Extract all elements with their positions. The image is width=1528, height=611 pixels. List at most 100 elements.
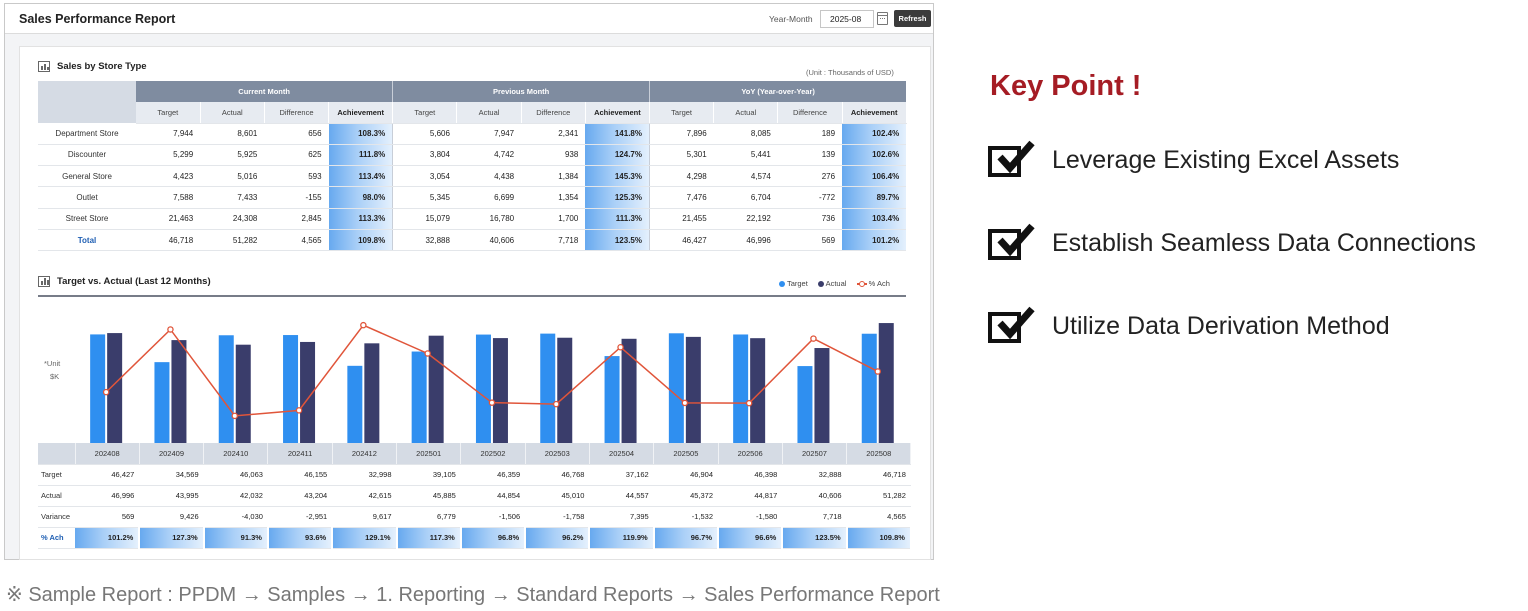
monthly-cell: 42,615	[332, 485, 397, 507]
month-tick-label: 202411	[267, 443, 333, 465]
table-icon	[38, 61, 50, 72]
store-cell: 1,354	[521, 186, 586, 209]
monthly-row-label: Actual	[38, 485, 76, 507]
store-cell: 2,341	[521, 123, 586, 145]
store-cell: 15,079	[392, 208, 457, 230]
monthly-cell: 127.3%	[139, 527, 205, 549]
monthly-cell: 117.3%	[396, 527, 462, 549]
store-cell: 124.7%	[585, 144, 650, 167]
monthly-cell: 44,557	[589, 485, 654, 507]
chart-unit-label: *Unit	[44, 359, 61, 368]
month-header-corner	[38, 443, 76, 465]
target-bar	[540, 333, 556, 443]
store-cell: 276	[777, 165, 843, 188]
ach-point	[488, 399, 496, 406]
monthly-cell: 46,427	[75, 464, 140, 486]
monthly-cell: 34,569	[139, 464, 204, 486]
store-cell: 656	[264, 123, 329, 145]
monthly-row: Target 46,427 34,569 46,063 46,155 32,998 39,1…	[38, 464, 911, 486]
subheader-achievement: Achievement	[328, 102, 394, 124]
store-cell: 125.3%	[585, 186, 650, 209]
subheader-target: Target	[648, 102, 715, 124]
target-bar	[347, 365, 363, 443]
store-cell: 16,780	[456, 208, 522, 230]
chart-unit-value: $K	[50, 372, 59, 381]
monthly-cell: 44,854	[460, 485, 526, 507]
ach-point	[681, 399, 689, 407]
target-bar	[411, 351, 427, 443]
store-cell: 625	[264, 144, 329, 167]
ach-point	[745, 399, 753, 407]
target-bar	[733, 334, 749, 443]
store-cell: 7,896	[648, 123, 714, 145]
chart-svg: *Unit $K	[38, 295, 906, 443]
store-cell: 6,699	[456, 186, 522, 209]
ach-point	[295, 407, 303, 414]
monthly-row: Variance 569 9,426 -4,030 -2,951 9,617 6,779 -1…	[38, 506, 911, 528]
store-cell: 1,700	[521, 208, 586, 230]
month-tick-label: 202409	[139, 443, 205, 465]
store-cell: 24,308	[200, 208, 265, 230]
monthly-cell: 46,063	[203, 464, 268, 486]
report-header: Sales Performance Report Year-Month 2025…	[5, 4, 933, 34]
store-row: Total 46,718 51,282 4,565 109.8% 32,888 40,606…	[38, 229, 907, 252]
store-cell: 5,441	[713, 144, 778, 167]
subheader-difference: Difference	[264, 102, 330, 124]
store-cell: 113.4%	[328, 165, 393, 188]
monthly-cell: 123.5%	[782, 527, 848, 549]
store-row-label: Street Store	[38, 208, 136, 230]
store-cell: 141.8%	[585, 123, 650, 145]
calendar-icon[interactable]	[877, 12, 888, 25]
store-cell: 111.8%	[328, 144, 393, 167]
legend-ach-swatch	[856, 281, 867, 288]
monthly-cell: -4,030	[203, 506, 268, 528]
year-month-input[interactable]: 2025-08	[820, 10, 874, 28]
month-tick-label: 202503	[525, 443, 590, 465]
legend-actual-swatch	[817, 281, 824, 288]
store-cell: 103.4%	[842, 208, 907, 230]
ach-point	[231, 412, 238, 420]
refresh-button[interactable]: Refresh	[894, 10, 931, 27]
actual-bar	[107, 333, 123, 443]
store-cell: 102.4%	[842, 123, 907, 145]
target-bar	[861, 333, 877, 443]
store-cell: 21,463	[136, 208, 201, 230]
monthly-cell: 46,768	[525, 464, 590, 486]
actual-bar	[364, 343, 380, 443]
actual-bar	[814, 348, 830, 443]
month-tick-label: 202408	[75, 443, 140, 465]
monthly-cell: 45,885	[396, 485, 461, 507]
actual-bar	[557, 337, 573, 443]
store-cell: 113.3%	[328, 208, 393, 230]
monthly-cell: 93.6%	[267, 527, 334, 549]
month-tick-label: 202505	[653, 443, 719, 465]
store-type-table: Current Month Previous Month YoY (Year-o…	[38, 81, 907, 252]
store-cell: 4,438	[456, 165, 522, 188]
ach-point	[360, 321, 367, 329]
chart-section-title: Target vs. Actual (Last 12 Months)	[57, 276, 211, 287]
report-window: Sales Performance Report Year-Month 2025…	[4, 3, 934, 560]
monthly-cell: 32,998	[332, 464, 397, 486]
monthly-cell: -1,532	[653, 506, 719, 528]
chart-legend: Target Actual % Ach	[779, 279, 890, 288]
store-cell: 46,996	[713, 229, 778, 252]
store-cell: 7,476	[648, 186, 714, 209]
store-row-label: Discounter	[38, 144, 136, 167]
ach-point	[810, 335, 817, 342]
store-row-label: General Store	[38, 165, 136, 188]
monthly-cell: 51,282	[846, 485, 911, 507]
group-current-month: Current Month	[136, 81, 393, 102]
ach-point	[617, 343, 624, 351]
store-cell: 4,742	[456, 144, 522, 167]
ach-point	[102, 388, 110, 396]
group-previous-month: Previous Month	[392, 81, 650, 102]
store-cell: 7,433	[200, 186, 265, 209]
store-cell: 8,085	[713, 123, 778, 145]
store-section-title: Sales by Store Type	[57, 61, 147, 72]
monthly-cell: 32,888	[782, 464, 847, 486]
monthly-cell: 129.1%	[332, 527, 398, 549]
store-cell: 5,925	[200, 144, 265, 167]
actual-bar	[878, 323, 894, 443]
store-cell: 4,565	[264, 229, 329, 252]
month-tick-label: 202506	[718, 443, 783, 465]
